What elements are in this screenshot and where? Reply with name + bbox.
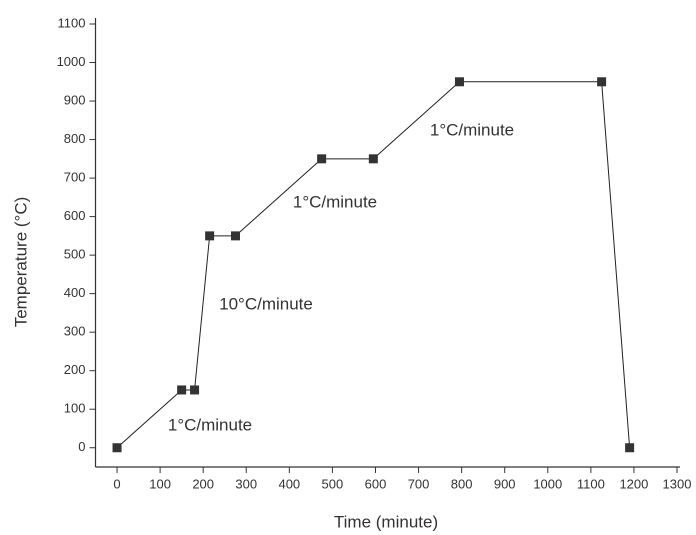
point-marker — [205, 231, 215, 241]
y-tick-label: 100 — [64, 401, 86, 416]
x-tick-label: 1100 — [577, 476, 605, 491]
x-tick-label: 400 — [278, 476, 300, 491]
annotation: 1°C/minute — [293, 192, 377, 211]
y-tick-label: 800 — [64, 131, 86, 146]
y-tick-label: 200 — [64, 362, 86, 377]
y-axis-label: Temperature (°C) — [11, 197, 30, 328]
annotation: 1°C/minute — [168, 415, 252, 434]
x-tick-label: 800 — [451, 476, 473, 491]
x-tick-label: 600 — [365, 476, 387, 491]
x-tick-label: 0 — [113, 476, 120, 491]
y-tick-label: 1000 — [57, 54, 86, 69]
y-tick-label: 400 — [64, 285, 86, 300]
series-line — [116, 81, 631, 449]
y-tick-label: 0 — [78, 439, 85, 454]
y-tick-label: 1100 — [58, 15, 86, 30]
x-tick-label: 200 — [192, 476, 214, 491]
point-marker — [368, 154, 378, 164]
x-axis-label: Time (minute) — [334, 512, 438, 531]
x-tick-label: 500 — [322, 476, 344, 491]
point-marker — [112, 443, 122, 453]
point-marker — [190, 385, 200, 395]
x-tick-label: 900 — [494, 476, 516, 491]
x-tick-label: 100 — [149, 476, 171, 491]
point-marker — [625, 443, 635, 453]
y-tick-label: 700 — [64, 170, 86, 185]
y-tick-label: 600 — [64, 208, 86, 223]
point-marker — [317, 154, 327, 164]
point-marker — [177, 385, 187, 395]
y-tick-label: 900 — [64, 92, 86, 107]
y-tick-label: 300 — [64, 324, 86, 339]
point-marker — [454, 77, 464, 87]
x-tick-label: 1000 — [533, 476, 562, 491]
x-tick-label: 1200 — [619, 476, 648, 491]
annotation: 1°C/minute — [430, 120, 514, 139]
annotation: 10°C/minute — [219, 294, 313, 313]
x-tick-label: 700 — [408, 476, 430, 491]
point-marker — [230, 231, 240, 241]
x-tick-label: 300 — [235, 476, 257, 491]
y-tick-label: 500 — [64, 247, 86, 262]
point-marker — [597, 77, 607, 87]
x-tick-label: 1300 — [663, 476, 692, 491]
